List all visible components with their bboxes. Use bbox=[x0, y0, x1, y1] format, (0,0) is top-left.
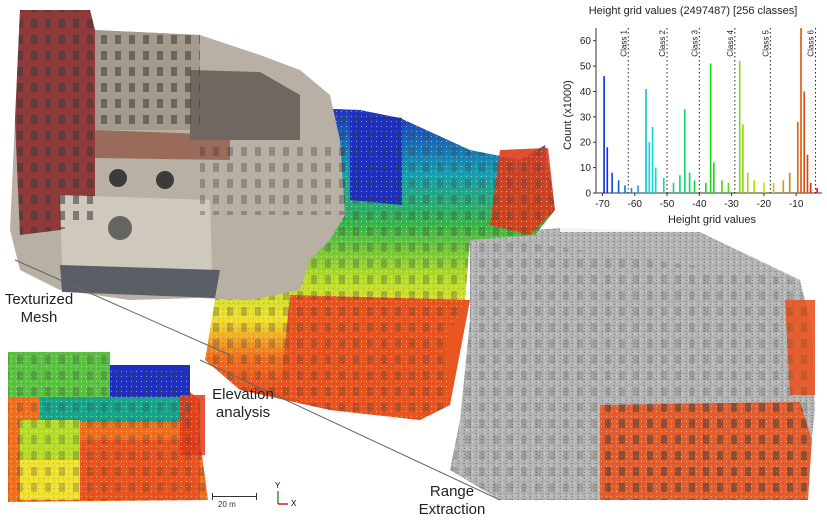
histogram-bar bbox=[606, 147, 609, 193]
chart-ylabel: Count (x1000) bbox=[562, 80, 574, 150]
scale-bar-label: 20 m bbox=[218, 500, 236, 509]
chart-title: Height grid values (2497487) [256 classe… bbox=[589, 5, 798, 17]
histogram-bar bbox=[803, 91, 805, 193]
class-label: Class 1 bbox=[619, 29, 628, 56]
histogram-bar bbox=[713, 162, 715, 193]
axis-y-label: Y bbox=[275, 481, 281, 490]
histogram-bar bbox=[753, 180, 755, 193]
histogram-bar bbox=[648, 142, 651, 193]
histogram-bar bbox=[763, 182, 765, 193]
histogram-bar bbox=[611, 172, 613, 193]
histogram-bar bbox=[709, 63, 712, 193]
y-tick-label: 20 bbox=[580, 138, 592, 149]
histogram-bar bbox=[738, 61, 741, 193]
histogram-bar bbox=[772, 182, 775, 193]
histogram-bar bbox=[816, 187, 818, 193]
class-label: Class 2 bbox=[658, 29, 667, 56]
chart-xlabel: Height grid values bbox=[668, 214, 757, 226]
histogram-bar bbox=[809, 182, 812, 193]
histogram-bar bbox=[693, 180, 696, 193]
range-extraction-cloud bbox=[450, 228, 815, 500]
histogram-bar bbox=[663, 177, 665, 193]
elevation-inset-map bbox=[8, 352, 208, 502]
histogram-bar bbox=[630, 187, 633, 193]
histogram-bar bbox=[654, 167, 657, 193]
histogram-bar bbox=[679, 175, 681, 193]
y-tick-label: 40 bbox=[580, 87, 592, 98]
label-texturized-mesh: Texturized Mesh bbox=[4, 291, 74, 326]
histogram-bar bbox=[806, 154, 809, 193]
x-tick-label: -60 bbox=[628, 199, 643, 210]
x-tick-label: -30 bbox=[724, 199, 739, 210]
connector-line-lower bbox=[199, 359, 501, 501]
x-tick-label: -40 bbox=[692, 199, 707, 210]
x-tick-label: -70 bbox=[595, 199, 610, 210]
label-elevation-analysis: Elevation analysis bbox=[212, 386, 274, 421]
histogram-bar bbox=[721, 180, 723, 193]
x-tick-label: -10 bbox=[789, 199, 804, 210]
texturized-mesh bbox=[10, 10, 345, 300]
histogram-bar bbox=[651, 127, 654, 193]
histogram-bar bbox=[788, 172, 791, 193]
histogram-bar bbox=[705, 182, 707, 193]
histogram-bar bbox=[672, 182, 675, 193]
histogram-bar bbox=[688, 172, 691, 193]
histogram-bar bbox=[684, 109, 686, 193]
y-tick-label: 50 bbox=[580, 62, 592, 73]
class-label: Class 4 bbox=[726, 29, 735, 56]
x-tick-label: -50 bbox=[660, 199, 675, 210]
y-tick-label: 60 bbox=[580, 36, 592, 47]
y-tick-label: 0 bbox=[585, 189, 591, 200]
histogram-bar bbox=[603, 76, 605, 193]
histogram-bar bbox=[624, 185, 626, 193]
x-tick-label: -20 bbox=[757, 199, 772, 210]
label-range-extraction: Range Extraction bbox=[418, 483, 486, 518]
class-label: Class 3 bbox=[690, 29, 699, 56]
y-tick-label: 10 bbox=[580, 163, 592, 174]
histogram-bar bbox=[742, 124, 744, 193]
connector-line-upper bbox=[14, 259, 231, 356]
histogram-bar bbox=[637, 185, 639, 193]
class-label: Class 6 bbox=[807, 29, 816, 56]
histogram-bar bbox=[746, 172, 749, 193]
class-label: Class 5 bbox=[761, 29, 770, 56]
histogram-bar bbox=[645, 88, 647, 193]
y-tick-label: 30 bbox=[580, 112, 592, 123]
axes-orientation-icon: Y X bbox=[272, 481, 298, 510]
histogram-bar bbox=[797, 121, 799, 193]
chart-plot-area: Class 1 Class 2 Class 3 Class 4 Class 5 Class… bbox=[580, 28, 822, 210]
height-histogram-chart: Height grid values (2497487) [256 classe… bbox=[560, 0, 827, 232]
histogram-bar bbox=[800, 28, 802, 193]
histogram-bar bbox=[617, 180, 620, 193]
scale-bar: 20 m bbox=[212, 490, 258, 518]
axis-x-label: X bbox=[291, 499, 297, 508]
histogram-bar bbox=[782, 180, 785, 193]
histogram-bar bbox=[727, 182, 730, 193]
